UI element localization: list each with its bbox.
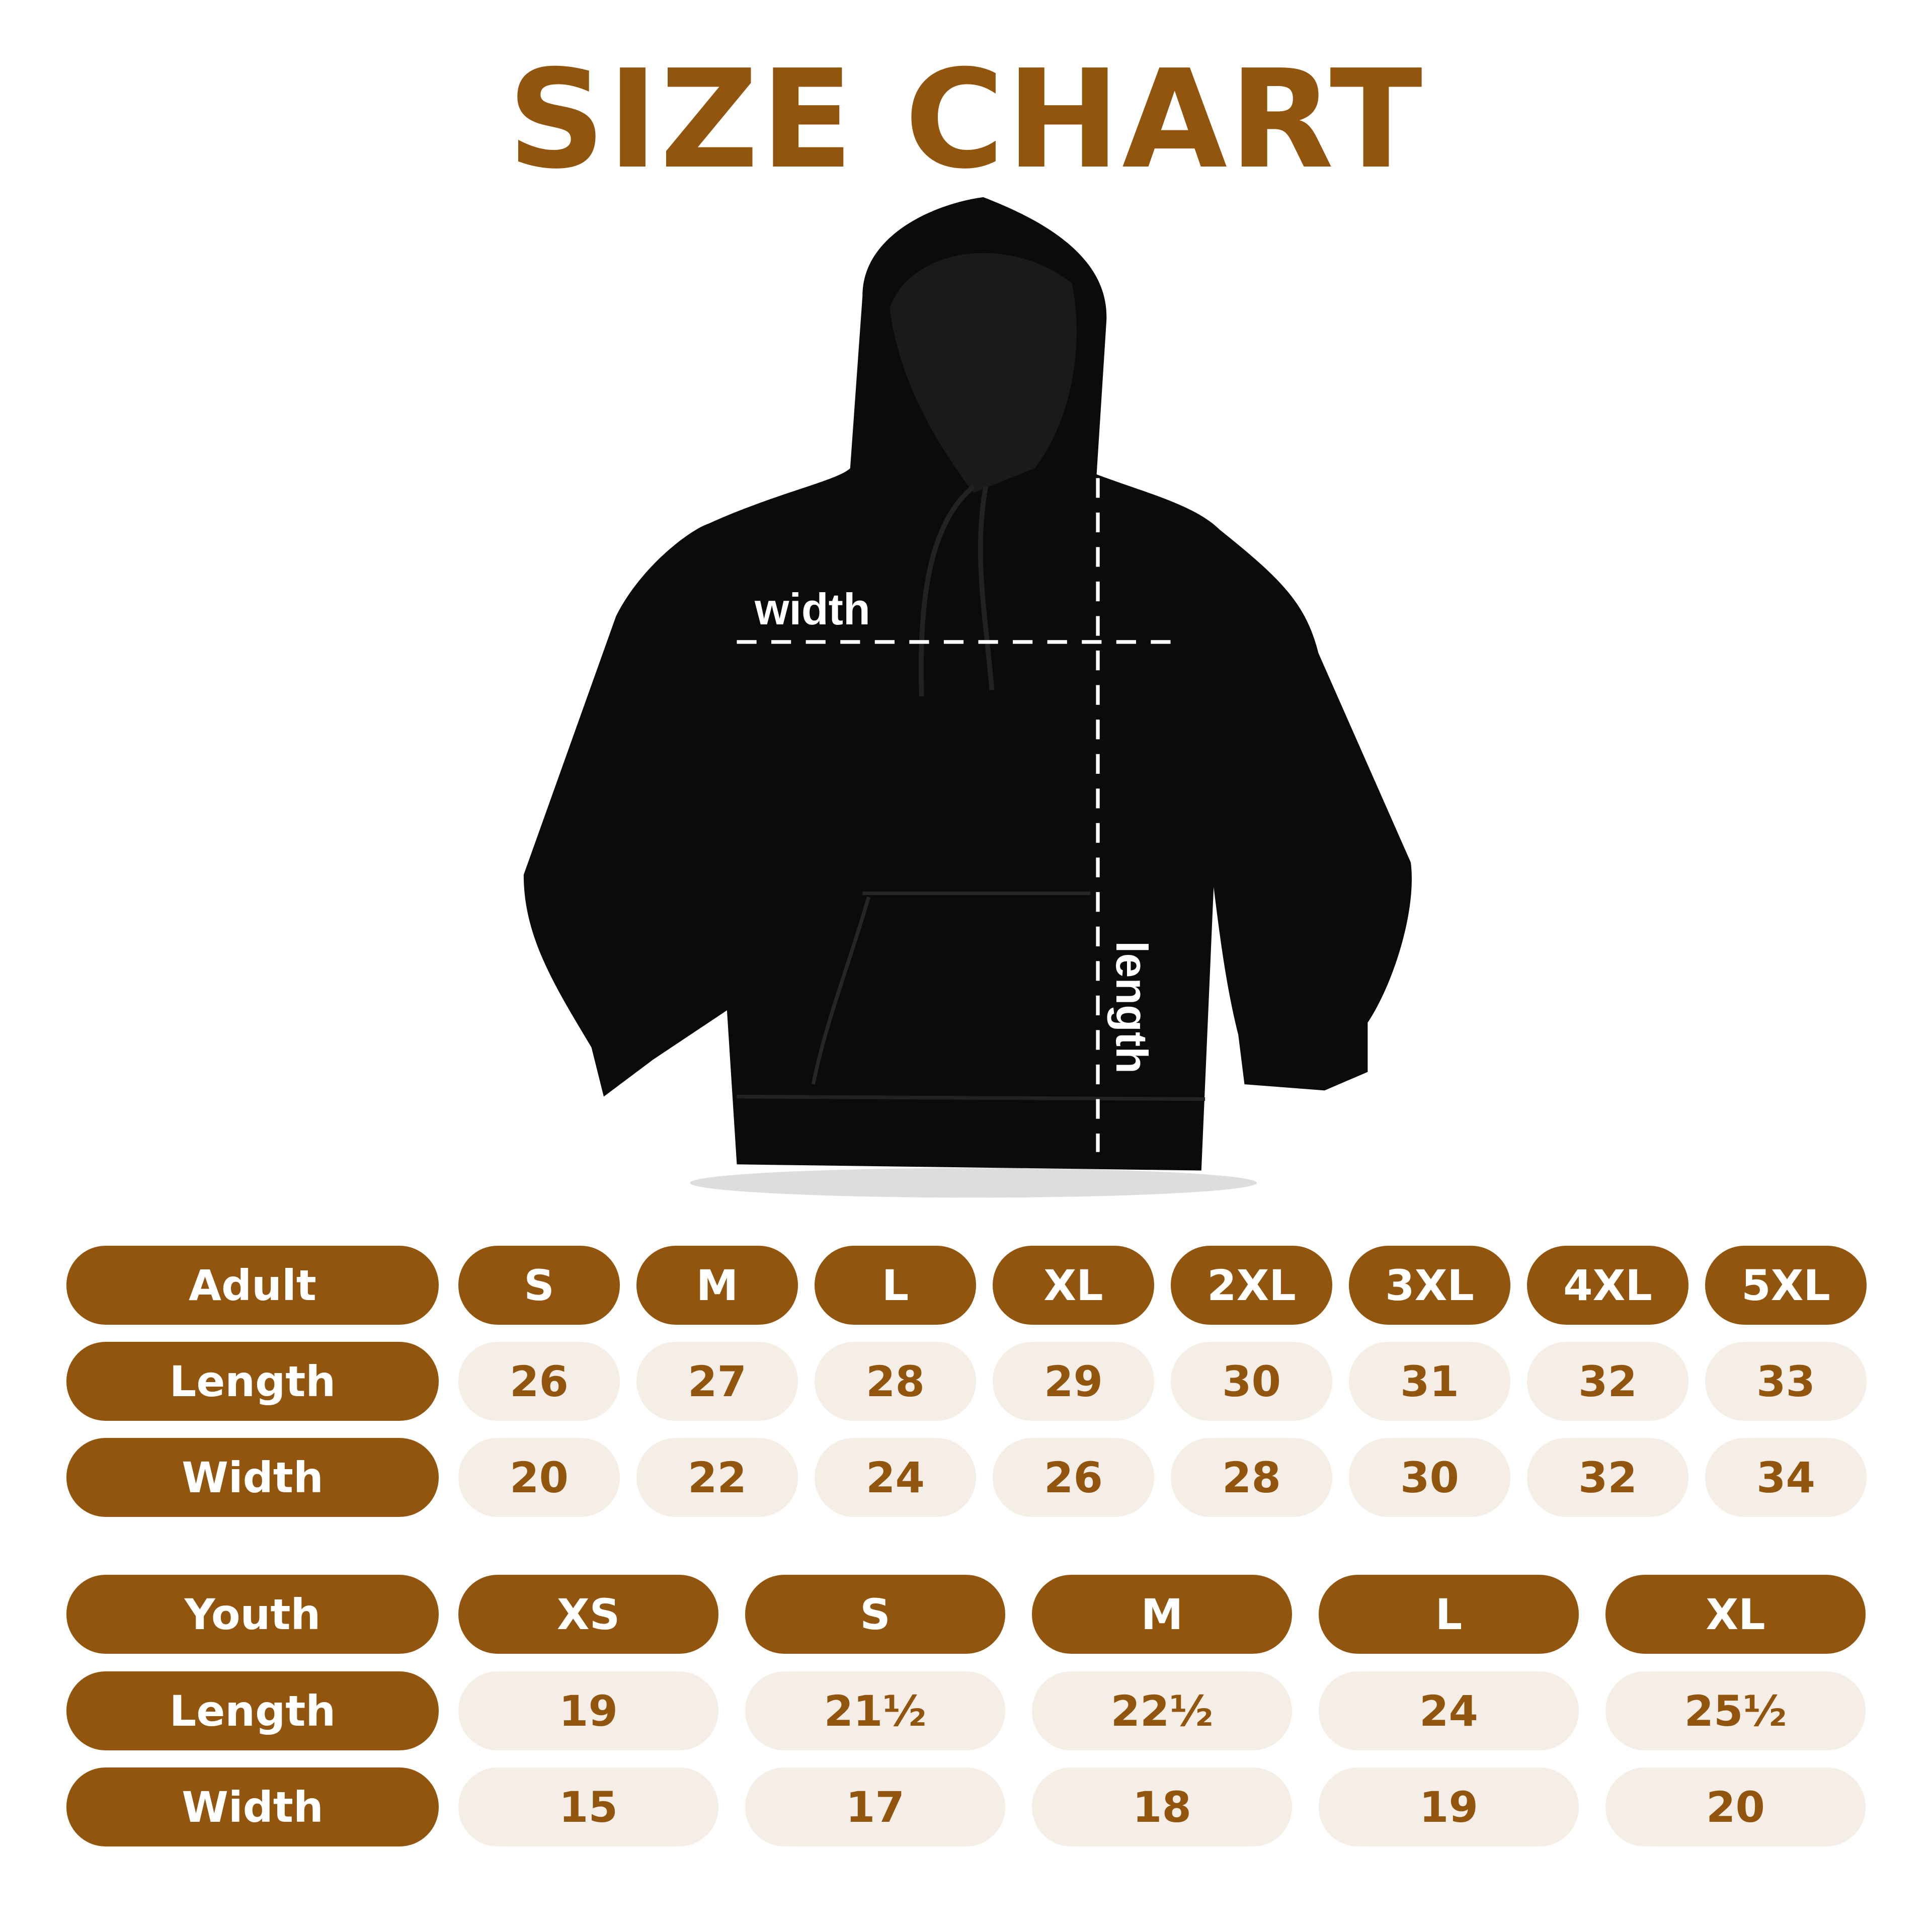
row-label-length: Length: [66, 1671, 439, 1750]
size-value: 20: [1605, 1767, 1866, 1846]
size-value: 22: [636, 1438, 798, 1517]
size-value: 32: [1527, 1342, 1688, 1421]
hood-inner: [890, 253, 1077, 493]
size-header-l: L: [815, 1246, 976, 1325]
size-header-xs: XS: [458, 1575, 718, 1654]
size-value: 32: [1527, 1438, 1688, 1517]
size-header-m: M: [636, 1246, 798, 1325]
row-label-length: Length: [66, 1342, 439, 1421]
adult-header: Adult: [66, 1246, 439, 1325]
row-label-width: Width: [66, 1438, 439, 1517]
hoodie-body: [523, 197, 1412, 1171]
size-header-l: L: [1319, 1575, 1579, 1654]
size-header-s: S: [745, 1575, 1005, 1654]
size-value: 17: [745, 1767, 1005, 1846]
youth-header: Youth: [66, 1575, 439, 1654]
size-value: 18: [1032, 1767, 1292, 1846]
size-value: 27: [636, 1342, 798, 1421]
size-value: 30: [1171, 1342, 1332, 1421]
size-value: 24: [1319, 1671, 1579, 1750]
page-title: SIZE CHART: [507, 40, 1425, 199]
size-value: 20: [458, 1438, 620, 1517]
size-value: 25½: [1605, 1671, 1866, 1750]
size-value: 26: [993, 1438, 1154, 1517]
pocket: [811, 891, 1091, 1085]
size-header-s: S: [458, 1246, 620, 1325]
size-header-m: M: [1032, 1575, 1292, 1654]
size-value: 19: [458, 1671, 718, 1750]
size-value: 22½: [1032, 1671, 1292, 1750]
size-value: 31: [1349, 1342, 1510, 1421]
size-value: 34: [1705, 1438, 1867, 1517]
size-value: 19: [1319, 1767, 1579, 1846]
size-value: 28: [815, 1342, 976, 1421]
size-header-4xl: 4XL: [1527, 1246, 1688, 1325]
size-value: 30: [1349, 1438, 1510, 1517]
width-label: width: [755, 584, 870, 634]
row-label-width: Width: [66, 1767, 439, 1846]
size-value: 33: [1705, 1342, 1867, 1421]
length-label: length: [1107, 941, 1157, 1074]
drawstring-right: [978, 486, 995, 690]
size-value: 24: [815, 1438, 976, 1517]
size-header-xl: XL: [1605, 1575, 1866, 1654]
size-value: 29: [993, 1342, 1154, 1421]
size-value: 26: [458, 1342, 620, 1421]
size-value: 15: [458, 1767, 718, 1846]
drawstring-left: [919, 485, 975, 696]
size-header-2xl: 2XL: [1171, 1246, 1332, 1325]
hoodie-shadow: [690, 1168, 1257, 1198]
size-header-xl: XL: [993, 1246, 1154, 1325]
size-header-5xl: 5XL: [1705, 1246, 1867, 1325]
size-header-3xl: 3XL: [1349, 1246, 1510, 1325]
hem-line: [737, 1094, 1205, 1101]
size-value: 28: [1171, 1438, 1332, 1517]
size-value: 21½: [745, 1671, 1005, 1750]
